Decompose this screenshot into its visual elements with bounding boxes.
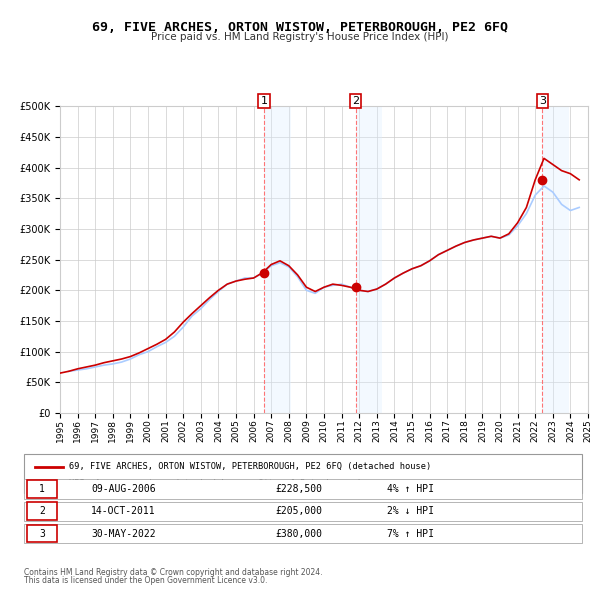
Text: 7% ↑ HPI: 7% ↑ HPI — [387, 529, 434, 539]
Text: 3: 3 — [39, 529, 45, 539]
Bar — [264, 106, 290, 413]
FancyBboxPatch shape — [24, 524, 582, 543]
Text: 14-OCT-2011: 14-OCT-2011 — [91, 506, 155, 516]
FancyBboxPatch shape — [24, 479, 582, 499]
Bar — [356, 106, 382, 413]
Text: 30-MAY-2022: 30-MAY-2022 — [91, 529, 155, 539]
Text: 1: 1 — [39, 484, 45, 494]
Bar — [542, 106, 569, 413]
FancyBboxPatch shape — [27, 480, 58, 497]
Text: 2: 2 — [352, 96, 359, 106]
Text: Price paid vs. HM Land Registry's House Price Index (HPI): Price paid vs. HM Land Registry's House … — [151, 32, 449, 42]
Text: 2: 2 — [39, 506, 45, 516]
Text: £228,500: £228,500 — [275, 484, 322, 494]
Text: 1: 1 — [260, 96, 268, 106]
FancyBboxPatch shape — [27, 525, 58, 542]
Text: HPI: Average price, detached house, City of Peterborough: HPI: Average price, detached house, City… — [68, 478, 362, 487]
Text: Contains HM Land Registry data © Crown copyright and database right 2024.: Contains HM Land Registry data © Crown c… — [24, 568, 323, 577]
Text: 69, FIVE ARCHES, ORTON WISTOW, PETERBOROUGH, PE2 6FQ (detached house): 69, FIVE ARCHES, ORTON WISTOW, PETERBORO… — [68, 462, 431, 471]
FancyBboxPatch shape — [24, 502, 582, 521]
Text: 2% ↓ HPI: 2% ↓ HPI — [387, 506, 434, 516]
Text: This data is licensed under the Open Government Licence v3.0.: This data is licensed under the Open Gov… — [24, 576, 268, 585]
Text: 4% ↑ HPI: 4% ↑ HPI — [387, 484, 434, 494]
Text: 69, FIVE ARCHES, ORTON WISTOW, PETERBOROUGH, PE2 6FQ: 69, FIVE ARCHES, ORTON WISTOW, PETERBORO… — [92, 21, 508, 34]
Text: 09-AUG-2006: 09-AUG-2006 — [91, 484, 155, 494]
Text: £380,000: £380,000 — [275, 529, 322, 539]
FancyBboxPatch shape — [24, 454, 582, 493]
FancyBboxPatch shape — [27, 503, 58, 520]
Text: 3: 3 — [539, 96, 546, 106]
Text: £205,000: £205,000 — [275, 506, 322, 516]
